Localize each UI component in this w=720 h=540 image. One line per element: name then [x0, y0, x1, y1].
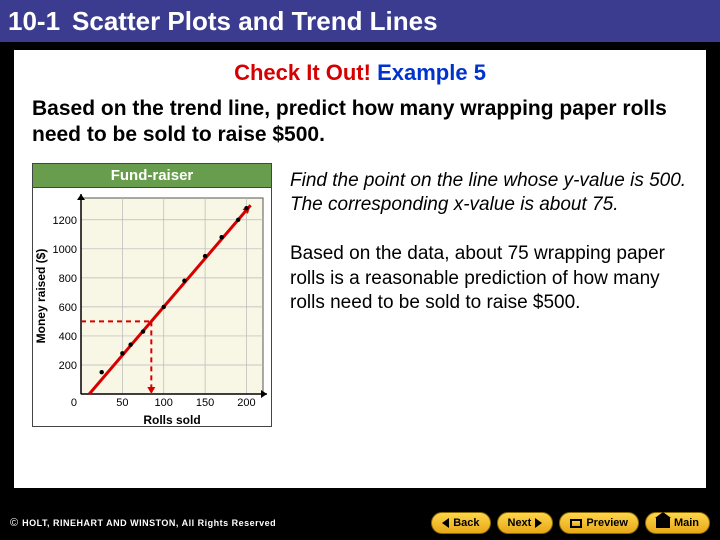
- nav-buttons: Back Next Preview Main: [431, 512, 710, 534]
- chart-container: Fund-raiser 50 100 150 200 200 400 600 800 1000 1…: [32, 163, 272, 427]
- svg-text:200: 200: [59, 359, 77, 371]
- svg-text:800: 800: [59, 272, 77, 284]
- svg-text:200: 200: [237, 397, 255, 409]
- copyright: © HOLT, RINEHART AND WINSTON, All Rights…: [10, 517, 276, 529]
- svg-text:50: 50: [116, 397, 128, 409]
- question-text: Based on the trend line, predict how man…: [32, 96, 688, 149]
- preview-label: Preview: [586, 517, 628, 529]
- svg-text:0: 0: [71, 397, 77, 409]
- svg-text:600: 600: [59, 301, 77, 313]
- home-icon: [656, 518, 670, 528]
- check-blue-text: Example 5: [377, 60, 486, 85]
- back-label: Back: [453, 517, 479, 529]
- body-row: Fund-raiser 50 100 150 200 200 400 600 800 1000 1…: [32, 163, 688, 427]
- copyright-text: HOLT, RINEHART AND WINSTON, All Rights R…: [22, 518, 276, 528]
- svg-text:1000: 1000: [53, 243, 77, 255]
- slide-header: 10-1 Scatter Plots and Trend Lines: [0, 0, 720, 42]
- svg-text:100: 100: [155, 397, 173, 409]
- main-label: Main: [674, 517, 699, 529]
- section-title: Scatter Plots and Trend Lines: [72, 6, 438, 37]
- svg-text:Money raised ($): Money raised ($): [34, 248, 48, 343]
- answer-text: Based on the data, about 75 wrapping pap…: [290, 242, 688, 316]
- back-button[interactable]: Back: [431, 512, 490, 534]
- preview-button[interactable]: Preview: [559, 512, 639, 534]
- preview-icon: [570, 519, 582, 528]
- explanation-column: Find the point on the line whose y-value…: [290, 163, 688, 427]
- chart-svg: 50 100 150 200 200 400 600 800 1000 1200 Rolls sol…: [33, 188, 273, 428]
- svg-text:1200: 1200: [53, 214, 77, 226]
- chart: 50 100 150 200 200 400 600 800 1000 1200 Rolls sol…: [32, 187, 272, 427]
- next-button[interactable]: Next: [497, 512, 554, 534]
- footer-bar: © HOLT, RINEHART AND WINSTON, All Rights…: [0, 506, 720, 540]
- svg-text:150: 150: [196, 397, 214, 409]
- main-button[interactable]: Main: [645, 512, 710, 534]
- back-icon: [442, 518, 449, 528]
- copyright-icon: ©: [10, 517, 18, 529]
- chart-title: Fund-raiser: [32, 163, 272, 187]
- next-icon: [535, 518, 542, 528]
- check-it-out-heading: Check It Out! Example 5: [32, 60, 688, 86]
- svg-text:Rolls sold: Rolls sold: [143, 413, 200, 427]
- svg-text:400: 400: [59, 330, 77, 342]
- hint-text: Find the point on the line whose y-value…: [290, 163, 688, 218]
- slide-content: Check It Out! Example 5 Based on the tre…: [14, 50, 706, 488]
- check-red-text: Check It Out!: [234, 60, 371, 85]
- next-label: Next: [508, 517, 532, 529]
- section-number: 10-1: [8, 6, 60, 37]
